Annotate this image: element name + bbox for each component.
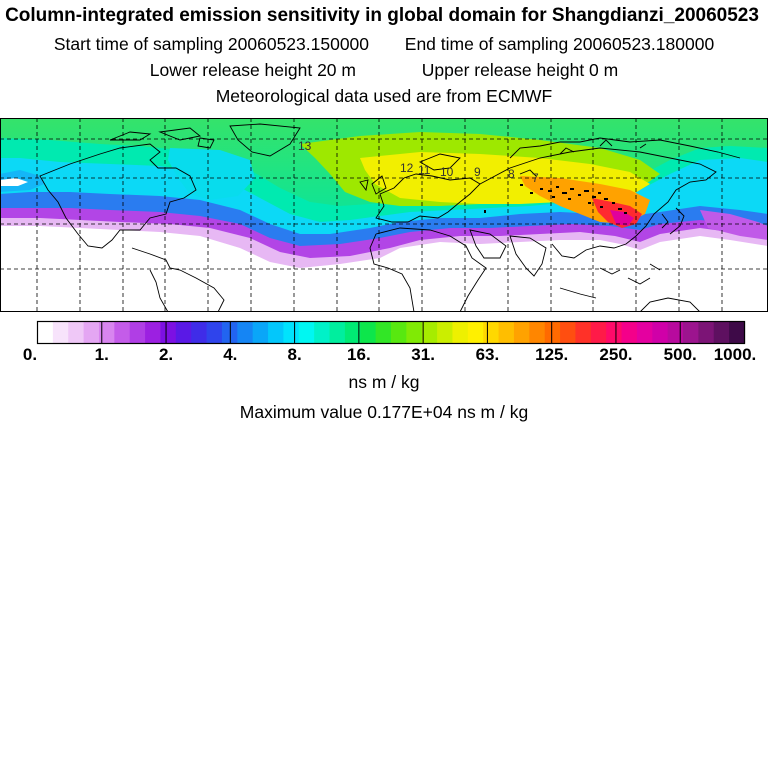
colorbar-tick-label: 31. xyxy=(411,345,435,364)
sensitivity-map: 13 12 11 10 9 8 7 xyxy=(0,118,768,312)
contour-label-9: 9 xyxy=(474,165,481,179)
colorbar-tick-label: 2. xyxy=(158,345,174,364)
colorbar-cell xyxy=(621,321,638,344)
colorbar-cell xyxy=(360,321,377,344)
contour-labels: 13 12 11 10 9 8 7 xyxy=(298,139,539,185)
colorbar-tick-label: 500. xyxy=(663,345,697,364)
field-magenta xyxy=(610,210,634,226)
colorbar-cell xyxy=(268,321,285,344)
upper-release-label: Upper release height 0 m xyxy=(421,60,619,80)
colorbar-tick-label: 16. xyxy=(347,345,371,364)
colorbar-cell xyxy=(314,321,331,344)
contour-label-12: 12 xyxy=(400,161,414,175)
graticule xyxy=(0,118,768,312)
colorbar-cell xyxy=(452,321,469,344)
colorbar-cell xyxy=(237,321,254,344)
max-value-label: Maximum value 0.177E+04 ns m / kg xyxy=(239,402,529,422)
colorbar-tick-label: 250. xyxy=(599,345,633,364)
colorbar-cell xyxy=(636,321,653,344)
colorbar-cell xyxy=(114,321,131,344)
colorbar-tick-label: 0. xyxy=(22,345,38,364)
colorbar-cell xyxy=(160,321,177,344)
plot-title: Column-integrated emission sensitivity i… xyxy=(5,5,759,26)
lower-release-label: Lower release height 20 m xyxy=(149,60,356,80)
colorbar-cell xyxy=(606,321,623,344)
colorbar-cell xyxy=(298,321,315,344)
met-data-label: Meteorological data used are from ECMWF xyxy=(215,86,553,106)
colorbar-tick-label: 63. xyxy=(475,345,500,364)
colorbar-cell xyxy=(252,321,269,344)
colorbar-cell xyxy=(590,321,607,344)
colorbar-ticks: 0. 1. 2. 4. 8. 16. 31. 63. 125. 250. 500. 1000. xyxy=(0,345,768,369)
colorbar-cell xyxy=(37,321,54,344)
colorbar-cell xyxy=(206,321,223,344)
colorbar-cell xyxy=(498,321,515,344)
contour-label-8: 8 xyxy=(508,167,515,181)
colorbar-tick-label: 125. xyxy=(535,345,569,364)
sampling-times: Start time of sampling 20060523.150000 E… xyxy=(0,34,768,55)
colorbar-cell xyxy=(283,321,300,344)
contour-label-13: 13 xyxy=(298,139,312,153)
colorbar-cell xyxy=(729,321,746,344)
colorbar-cell xyxy=(575,321,592,344)
colorbar-cell xyxy=(329,321,346,344)
colorbar-cell xyxy=(529,321,546,344)
colorbar-cell xyxy=(683,321,699,344)
field-west-white xyxy=(1,178,28,186)
colorbar-cell xyxy=(145,321,162,344)
coastlines xyxy=(39,123,741,312)
colorbar-cell xyxy=(344,321,361,344)
end-time-label: End time of sampling 20060523.180000 xyxy=(404,34,715,54)
colorbar-cell xyxy=(544,321,561,344)
colorbar-cell xyxy=(98,321,115,344)
colorbar-tick-label: 4. xyxy=(223,345,238,364)
colorbar-cell xyxy=(83,321,100,344)
colorbar-tick-label: 1. xyxy=(94,345,109,364)
trajectory-markers xyxy=(484,184,627,214)
colorbar-cell xyxy=(560,321,577,344)
colorbar-cell xyxy=(467,321,484,344)
colorbar-cell xyxy=(421,321,438,344)
colorbar-cell xyxy=(52,321,69,344)
colorbar-cell xyxy=(375,321,392,344)
colorbar-cell xyxy=(513,321,530,344)
colorbar-cell xyxy=(652,321,669,344)
colorbar-cell xyxy=(713,321,730,344)
colorbar-cell xyxy=(667,321,684,344)
colorbar-cell xyxy=(129,321,146,344)
release-heights: Lower release height 20 m Upper release … xyxy=(0,60,768,81)
contour-label-10: 10 xyxy=(440,165,454,179)
contour-label-7: 7 xyxy=(532,171,539,185)
colorbar-cell xyxy=(483,321,500,344)
field-atlantic-cyan xyxy=(168,148,255,200)
colorbar-cell xyxy=(191,321,208,344)
unit-label: ns m / kg xyxy=(348,372,420,392)
colorbar-cell xyxy=(698,321,715,344)
contour-label-11: 11 xyxy=(418,163,431,177)
colorbar-cell xyxy=(437,321,454,344)
colorbar-tick-label: 8. xyxy=(287,345,302,364)
colorbar-cell xyxy=(391,321,407,344)
colorbar-tick-label: 1000. xyxy=(713,345,757,364)
start-time-label: Start time of sampling 20060523.150000 xyxy=(53,34,370,54)
colorbar-cell xyxy=(68,321,85,344)
field-east-violet xyxy=(700,210,767,240)
colorbar-cell xyxy=(406,321,423,344)
colorbar-cell xyxy=(175,321,192,344)
colorbar xyxy=(36,320,746,345)
